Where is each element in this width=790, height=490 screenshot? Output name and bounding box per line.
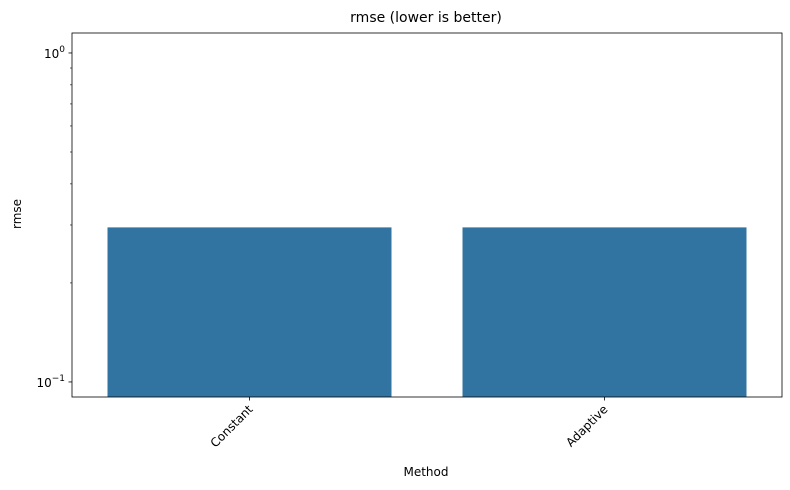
chart-title: rmse (lower is better) xyxy=(350,10,502,26)
y-axis-label: rmse xyxy=(10,199,24,229)
y-axis-ticks: 100 10−1 xyxy=(36,45,72,390)
bars xyxy=(107,227,747,397)
plot-area-frame xyxy=(71,32,783,398)
y-tick-label: 100 xyxy=(44,45,65,61)
x-tick-label-adaptive: Adaptive xyxy=(563,402,610,449)
bar-adaptive xyxy=(462,227,747,397)
x-tick-label-constant: Constant xyxy=(208,402,256,450)
y-tick-label: 10−1 xyxy=(36,374,65,390)
x-axis-ticks: Constant Adaptive xyxy=(208,397,611,450)
x-axis-label: Method xyxy=(403,465,448,479)
bar-constant xyxy=(107,227,392,397)
